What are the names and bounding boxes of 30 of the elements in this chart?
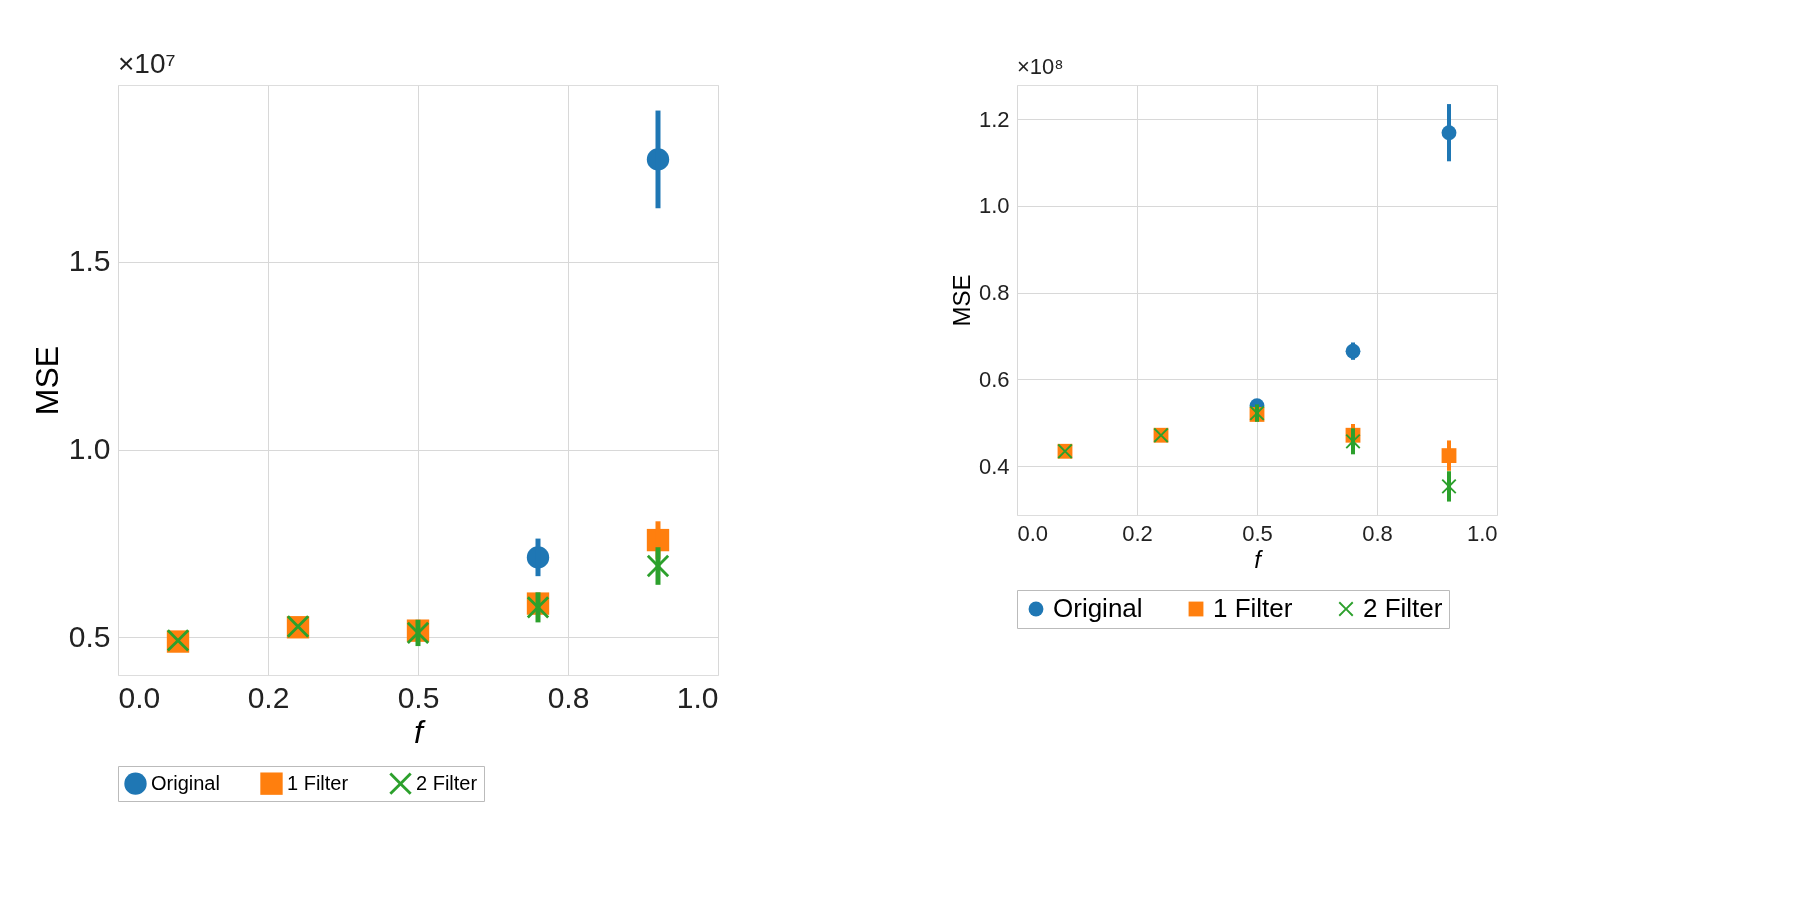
legend-label: 1 Filter	[1213, 593, 1293, 623]
legend-label: 2 Filter	[1363, 593, 1443, 623]
y-tick-label: 0.5	[68, 619, 111, 653]
x-axis-title: f	[414, 713, 427, 750]
x-tick-label: 1.0	[676, 680, 719, 714]
y-tick-label: 1.5	[68, 244, 111, 278]
y-tick-label: 0.8	[978, 280, 1010, 306]
y-axis-title: MSE	[28, 345, 65, 416]
y-tick-label: 1.0	[68, 432, 111, 466]
x-tick-label: 0.2	[1122, 520, 1153, 546]
legend-label: 1 Filter	[287, 771, 349, 794]
legend-label: Original	[1053, 593, 1143, 623]
y-axis-title: MSE	[947, 274, 975, 327]
legend-label: Original	[151, 771, 220, 794]
text: ×10⁸	[1017, 54, 1064, 79]
x-tick-label: 0.5	[397, 680, 440, 714]
y-tick-label: 0.6	[978, 366, 1010, 392]
x-axis-title: f	[1254, 545, 1264, 573]
text: ×10⁷	[118, 48, 176, 79]
x-tick-label: 0.0	[1017, 520, 1049, 546]
y-tick-label: 0.4	[978, 453, 1010, 479]
x-tick-label: 0.8	[1362, 520, 1393, 546]
x-tick-label: 1.0	[1466, 520, 1498, 546]
x-tick-label: 0.8	[547, 680, 590, 714]
legend-label: 2 Filter	[416, 771, 478, 794]
x-tick-label: 0.2	[247, 680, 290, 714]
x-tick-label: 0.0	[118, 680, 161, 714]
y-tick-label: 1.2	[978, 106, 1010, 132]
x-tick-label: 0.5	[1242, 520, 1273, 546]
y-tick-label: 1.0	[978, 193, 1010, 219]
